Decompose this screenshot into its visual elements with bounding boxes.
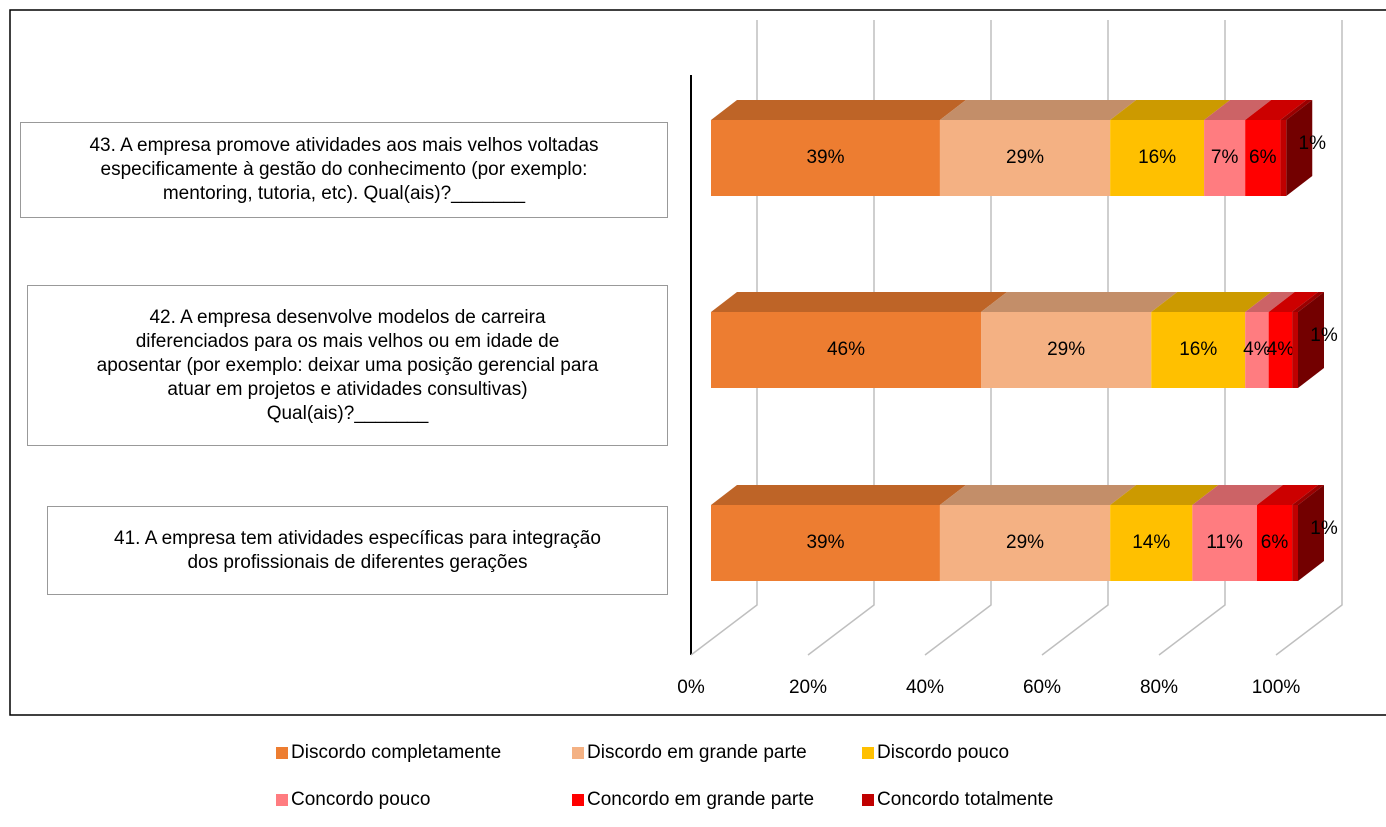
x-tick-label: 80% <box>1140 677 1178 698</box>
data-label: 4% <box>1243 339 1271 360</box>
data-label: 16% <box>1179 339 1217 360</box>
bar-top <box>1245 292 1295 312</box>
bar <box>939 120 1111 196</box>
grid-line <box>807 20 875 656</box>
legend-label: Discordo em grande parte <box>587 742 807 763</box>
data-label: 16% <box>1138 147 1176 168</box>
data-label: 11% <box>1206 532 1243 553</box>
data-label: 39% <box>806 147 844 168</box>
bar <box>711 505 940 581</box>
legend-label: Concordo pouco <box>291 789 430 810</box>
bar <box>1292 312 1298 388</box>
data-label: 46% <box>827 339 865 360</box>
grid-line <box>1158 20 1226 656</box>
category-label: 43. A empresa promove atividades aos mai… <box>20 122 668 218</box>
bar <box>1245 120 1281 196</box>
legend-label: Discordo pouco <box>877 742 1009 763</box>
legend-label: Concordo totalmente <box>877 789 1053 810</box>
data-label: 4% <box>1267 339 1295 360</box>
data-label: 29% <box>1047 339 1085 360</box>
data-label: 6% <box>1261 532 1289 553</box>
bar-top <box>1245 100 1307 120</box>
bar <box>1192 505 1257 581</box>
legend-swatch <box>572 794 584 806</box>
grid-line <box>924 20 992 656</box>
bar <box>711 312 982 388</box>
bar-side <box>1298 292 1324 388</box>
bar-top <box>1151 292 1272 312</box>
x-tick-label: 100% <box>1252 677 1301 698</box>
bar-top <box>939 100 1137 120</box>
data-label: 6% <box>1249 147 1277 168</box>
legend-swatch <box>276 794 288 806</box>
bar <box>1110 505 1193 581</box>
x-tick-label: 20% <box>789 677 827 698</box>
bar <box>711 120 940 196</box>
category-label: 41. A empresa tem atividades específicas… <box>47 506 668 595</box>
x-tick-label: 60% <box>1023 677 1061 698</box>
x-tick-label: 0% <box>677 677 705 698</box>
data-label: 29% <box>1006 147 1044 168</box>
bar-top <box>981 292 1178 312</box>
bar-top <box>1256 485 1319 505</box>
bar <box>1268 312 1293 388</box>
data-label: 1% <box>1310 518 1338 539</box>
bar-top <box>1292 485 1324 505</box>
bar <box>939 505 1111 581</box>
bar-top <box>711 485 966 505</box>
bar-top <box>1192 485 1283 505</box>
x-tick-label: 40% <box>906 677 944 698</box>
bar <box>1292 505 1298 581</box>
bar-top <box>1268 292 1319 312</box>
bar <box>1151 312 1246 388</box>
data-label: 39% <box>806 532 844 553</box>
bar <box>1204 120 1246 196</box>
bar-top <box>1292 292 1324 312</box>
data-label: 29% <box>1006 532 1044 553</box>
bar-top <box>711 292 1008 312</box>
category-label: 42. A empresa desenvolve modelos de carr… <box>27 285 668 446</box>
bar-top <box>711 100 966 120</box>
grid-line <box>690 20 758 656</box>
bar <box>1280 120 1287 196</box>
grid-line <box>1275 20 1343 656</box>
bar-top <box>1110 100 1231 120</box>
legend-label: Discordo completamente <box>291 742 501 763</box>
bar-side <box>1286 100 1313 196</box>
data-label: 1% <box>1310 325 1338 346</box>
bar <box>1110 120 1205 196</box>
bar-side <box>1298 485 1324 581</box>
data-label: 7% <box>1211 147 1239 168</box>
bar <box>1245 312 1269 388</box>
bar <box>981 312 1152 388</box>
bar-top <box>1110 485 1219 505</box>
legend-swatch <box>572 747 584 759</box>
data-label: 1% <box>1299 133 1327 154</box>
legend-swatch <box>862 747 874 759</box>
legend-swatch <box>862 794 874 806</box>
legend-label: Concordo em grande parte <box>587 789 814 810</box>
bar-top <box>1204 100 1272 120</box>
grid-line <box>1041 20 1109 656</box>
legend-swatch <box>276 747 288 759</box>
bar-top <box>1280 100 1313 120</box>
bar-top <box>939 485 1137 505</box>
data-label: 14% <box>1132 532 1170 553</box>
bar <box>1256 505 1293 581</box>
